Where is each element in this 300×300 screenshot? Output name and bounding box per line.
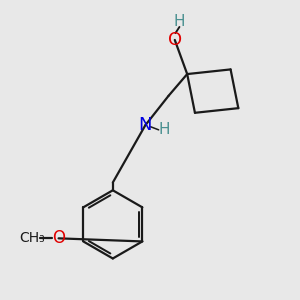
- Text: H: H: [158, 122, 170, 137]
- Text: N: N: [139, 116, 152, 134]
- Text: O: O: [168, 31, 182, 49]
- Text: CH₃: CH₃: [19, 231, 45, 245]
- Text: H: H: [174, 14, 185, 29]
- Text: O: O: [52, 229, 65, 247]
